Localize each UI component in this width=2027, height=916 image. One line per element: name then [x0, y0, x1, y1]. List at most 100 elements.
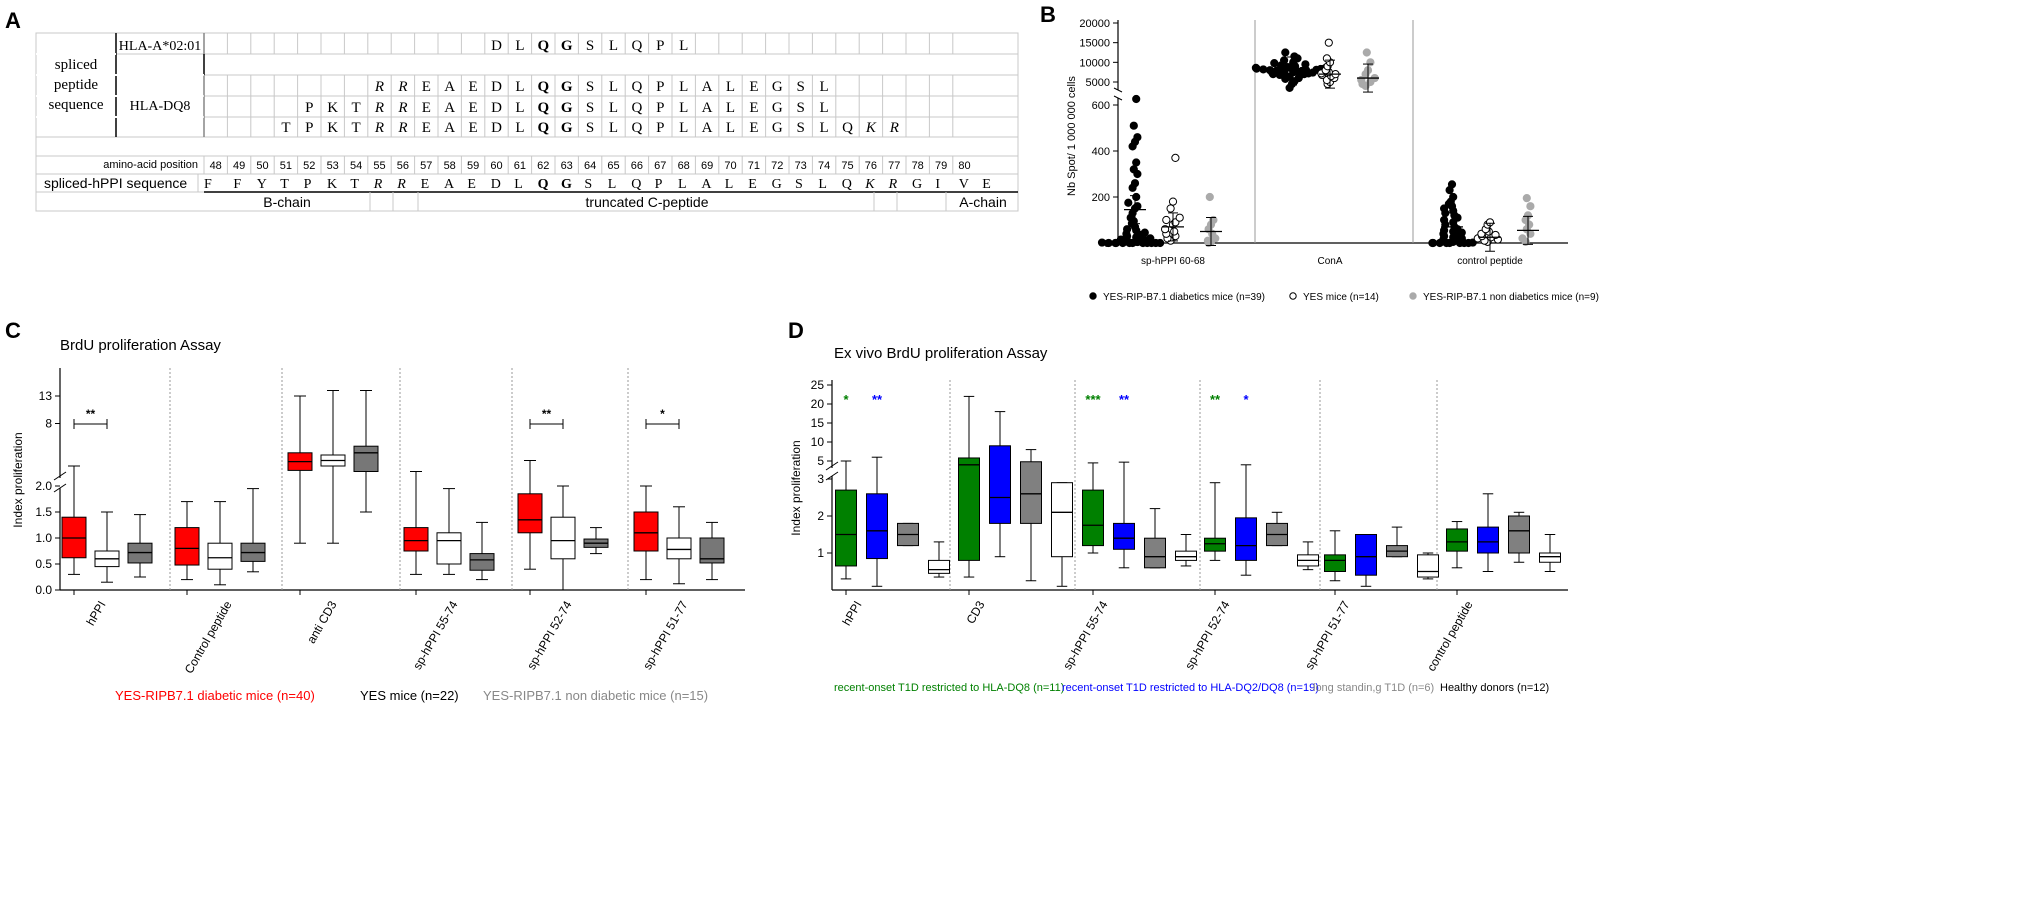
- hla-dq-residue: L: [609, 100, 618, 116]
- hppi-row-label: spliced-hPPI sequence: [44, 175, 187, 191]
- significance-label: *: [843, 392, 849, 407]
- hppi-residue: Y: [257, 177, 267, 192]
- y-tick-label: 8: [45, 417, 52, 431]
- hppi-residue: E: [421, 177, 430, 192]
- box-3: [1417, 554, 1439, 578]
- hppi-residue: Q: [538, 177, 549, 192]
- data-point-0: [1440, 215, 1449, 225]
- data-point-0: [1251, 63, 1261, 72]
- position-number: 72: [771, 160, 783, 172]
- axis-break-mark: [53, 471, 67, 481]
- hla-dq-residue: A: [702, 100, 713, 116]
- data-point-1: [1322, 54, 1332, 63]
- hppi-residue: E: [467, 177, 476, 192]
- position-number: 62: [537, 160, 549, 172]
- position-number: 50: [256, 160, 268, 172]
- hppi-residue: A: [444, 177, 455, 192]
- box-1: [550, 516, 576, 560]
- box-1: [666, 537, 692, 560]
- box-1: [989, 445, 1011, 524]
- data-point-2: [1203, 236, 1213, 245]
- hla-dq-residue: T: [352, 120, 361, 136]
- hppi-residue: S: [584, 177, 592, 192]
- position-number: 80: [958, 160, 970, 172]
- data-point-0: [1280, 56, 1289, 65]
- hla-dq-residue: K: [327, 100, 338, 116]
- hla-dq-residue: L: [820, 79, 829, 95]
- position-number: 57: [420, 160, 432, 172]
- hla-dq-residue: L: [515, 79, 524, 95]
- legend-label: YES-RIPB7.1 non diabetic mice (n=15): [483, 688, 708, 703]
- box-1: [436, 532, 462, 565]
- data-point-0: [1290, 52, 1299, 61]
- hla-dq-residue: D: [491, 100, 502, 116]
- hla-dq-residue: R: [374, 100, 384, 116]
- position-number: 66: [631, 160, 643, 172]
- box-3: [1175, 550, 1197, 561]
- panel-label-a: A: [5, 8, 21, 33]
- hla-dq-residue: G: [772, 120, 783, 136]
- hla-dq-residue: P: [656, 100, 664, 116]
- significance-label: ***: [1085, 392, 1101, 407]
- data-point-0: [1301, 60, 1310, 69]
- hla-dq-residue: S: [797, 100, 805, 116]
- hppi-residue: G: [912, 177, 922, 192]
- y-tick-label: 15: [811, 416, 825, 430]
- box-0: [958, 457, 980, 561]
- x-category-label: control peptide: [1457, 256, 1523, 267]
- position-number: 65: [607, 160, 619, 172]
- hla-a-residue: L: [609, 38, 618, 54]
- position-number: 53: [327, 160, 339, 172]
- y-tick-label: 400: [1092, 146, 1110, 158]
- data-point-1: [1170, 227, 1179, 236]
- box-3: [1539, 552, 1561, 563]
- hppi-residue: D: [491, 177, 501, 192]
- data-point-0: [1440, 204, 1449, 213]
- y-tick-label: 5: [817, 454, 824, 468]
- hla-dq-residue: L: [609, 79, 618, 95]
- axis-break-mark: [53, 483, 67, 493]
- hppi-residue: E: [982, 177, 991, 192]
- y-tick-label: 200: [1092, 192, 1110, 204]
- box-2: [353, 445, 379, 473]
- position-number: 68: [678, 160, 690, 172]
- hla-dq-residue: Q: [842, 120, 853, 136]
- hla-dq-residue: E: [749, 120, 758, 136]
- data-point-0: [1133, 133, 1142, 142]
- chart-title: BrdU proliferation Assay: [60, 337, 221, 354]
- hppi-residue: R: [373, 177, 383, 192]
- hppi-residue: K: [327, 177, 337, 192]
- hla-dq-residue: E: [469, 120, 478, 136]
- hla-a-residue: S: [586, 38, 594, 54]
- hla-dq-residue: A: [444, 100, 455, 116]
- position-number: 51: [280, 160, 292, 172]
- box-3: [1051, 482, 1073, 558]
- hla-dq-residue: G: [561, 79, 573, 95]
- chart-title: Ex vivo BrdU proliferation Assay: [834, 345, 1048, 362]
- box-2: [469, 553, 495, 571]
- hppi-residue: L: [678, 177, 687, 192]
- hla-dq-residue: A: [702, 120, 713, 136]
- hla-dq-residue: E: [469, 100, 478, 116]
- data-point-2: [1518, 234, 1527, 243]
- position-row-label: amino-acid position: [103, 159, 198, 171]
- y-axis-title: Nb Spot/ 1 000 000 cells: [1066, 76, 1078, 196]
- position-number: 73: [795, 160, 807, 172]
- position-number: 71: [748, 160, 760, 172]
- y-axis-title: Index proliferation: [789, 440, 803, 535]
- box-0: [1446, 528, 1468, 552]
- hppi-residue: R: [888, 177, 898, 192]
- data-point-1: [1168, 197, 1178, 206]
- legend-label: YES-RIP-B7.1 diabetics mice (n=39): [1103, 292, 1265, 303]
- y-tick-label: 5000: [1086, 77, 1110, 89]
- hppi-residue: E: [748, 177, 757, 192]
- significance-label: **: [86, 407, 96, 421]
- panel-label-b: B: [1040, 2, 1056, 27]
- hla-dq-residue: E: [469, 79, 478, 95]
- hppi-residue: K: [864, 177, 875, 192]
- x-category-label: sp-hPPI 55-74: [410, 598, 461, 672]
- panel-label-d: D: [788, 318, 804, 343]
- x-category-label: anti CD3: [304, 598, 340, 646]
- x-category-label: sp-hPPI 51-77: [1302, 598, 1353, 672]
